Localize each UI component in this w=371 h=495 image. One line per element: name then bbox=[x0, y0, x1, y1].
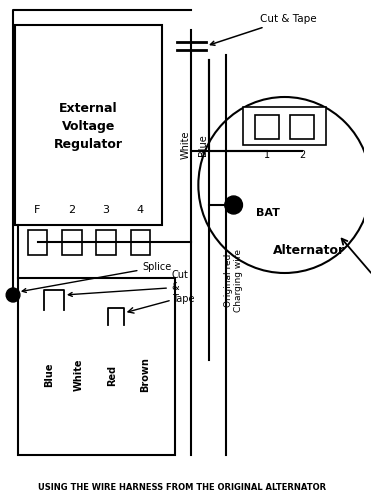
Bar bbox=[62, 230, 82, 255]
Bar bbox=[131, 230, 150, 255]
Text: Alternator: Alternator bbox=[273, 244, 345, 256]
Text: 1: 1 bbox=[264, 150, 270, 160]
Circle shape bbox=[225, 196, 243, 214]
Text: Splice: Splice bbox=[22, 262, 172, 293]
Text: Red: Red bbox=[107, 364, 117, 386]
Text: Cut & Tape: Cut & Tape bbox=[210, 14, 317, 45]
Text: BAT: BAT bbox=[256, 208, 280, 218]
Text: Blue: Blue bbox=[44, 363, 54, 387]
Bar bbox=[18, 278, 175, 455]
Text: 2: 2 bbox=[68, 205, 75, 215]
Text: External
Voltage
Regulator: External Voltage Regulator bbox=[54, 102, 123, 151]
Circle shape bbox=[6, 288, 20, 302]
Bar bbox=[255, 115, 279, 139]
Text: 3: 3 bbox=[103, 205, 110, 215]
Text: 4: 4 bbox=[137, 205, 144, 215]
Text: White: White bbox=[181, 131, 191, 159]
Bar bbox=[96, 230, 116, 255]
Text: Brown: Brown bbox=[140, 357, 150, 393]
Text: F: F bbox=[35, 205, 41, 215]
Bar bbox=[15, 25, 162, 225]
Text: Original red
Charging wire: Original red Charging wire bbox=[224, 248, 243, 311]
Bar bbox=[290, 115, 314, 139]
Text: USING THE WIRE HARNESS FROM THE ORIGINAL ALTERNATOR: USING THE WIRE HARNESS FROM THE ORIGINAL… bbox=[38, 483, 326, 492]
Bar bbox=[243, 107, 326, 145]
Text: White: White bbox=[74, 359, 84, 391]
Text: Blue: Blue bbox=[198, 134, 208, 156]
Text: 2: 2 bbox=[299, 150, 305, 160]
Circle shape bbox=[198, 97, 371, 273]
Bar bbox=[28, 230, 47, 255]
Text: Cut
&
Tape: Cut & Tape bbox=[68, 270, 194, 303]
